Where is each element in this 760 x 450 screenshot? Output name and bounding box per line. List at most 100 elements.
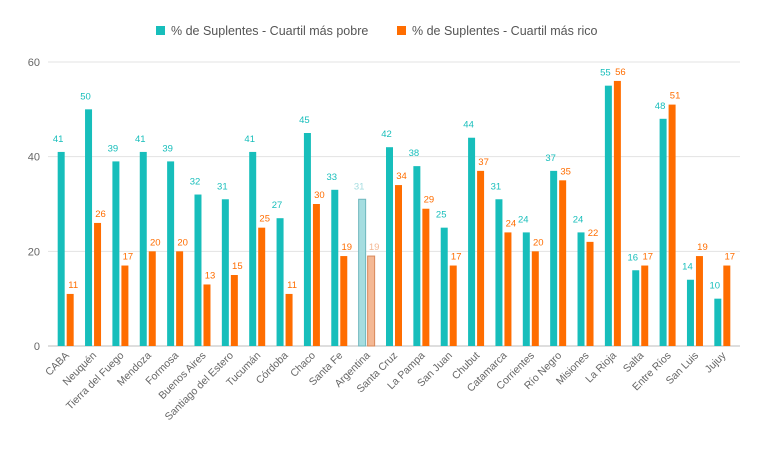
data-label-richest: 22 — [588, 228, 599, 239]
data-label-richest: 34 — [396, 171, 407, 182]
bar-poorest — [714, 298, 722, 346]
data-label-poorest: 55 — [600, 68, 611, 79]
data-label-poorest: 31 — [354, 181, 365, 192]
bar-poorest — [659, 118, 667, 346]
data-label-poorest: 37 — [545, 153, 556, 164]
data-label-richest: 20 — [177, 237, 188, 248]
data-label-poorest: 48 — [655, 101, 666, 112]
data-label-poorest: 44 — [463, 120, 474, 131]
data-label-richest: 19 — [341, 242, 352, 253]
bar-richest — [613, 80, 621, 346]
legend-label-poorest: % de Suplentes - Cuartil más pobre — [171, 24, 368, 38]
data-label-poorest: 24 — [518, 214, 529, 225]
data-label-poorest: 41 — [53, 134, 64, 145]
data-label-richest: 26 — [95, 209, 106, 220]
legend-label-richest: % de Suplentes - Cuartil más rico — [412, 24, 598, 38]
bar-poorest — [331, 189, 339, 346]
data-label-richest: 11 — [68, 280, 78, 291]
data-label-richest: 13 — [205, 270, 216, 281]
bar-richest — [367, 255, 376, 347]
data-label-poorest: 27 — [272, 200, 283, 211]
data-label-poorest: 39 — [162, 143, 173, 154]
x-category-label: Jujuy — [703, 349, 729, 375]
data-label-richest: 35 — [560, 166, 571, 177]
bar-poorest — [686, 279, 694, 346]
bar-poorest — [358, 198, 367, 347]
data-label-richest: 19 — [369, 242, 380, 253]
data-label-richest: 51 — [670, 91, 681, 102]
bar-poorest — [522, 232, 530, 346]
bar-richest — [449, 265, 457, 346]
bar-poorest — [167, 161, 175, 346]
bar-poorest — [632, 270, 640, 346]
bar-poorest — [604, 85, 612, 347]
bar-richest — [504, 232, 512, 346]
x-category-label: La Rioja — [583, 350, 619, 386]
bar-richest — [66, 293, 74, 346]
bar-richest — [258, 227, 266, 346]
bar-richest — [723, 265, 731, 346]
data-label-richest: 17 — [642, 252, 653, 263]
bar-richest — [422, 208, 430, 346]
data-label-poorest: 14 — [682, 262, 693, 273]
data-label-poorest: 10 — [710, 281, 721, 292]
data-label-poorest: 31 — [217, 181, 228, 192]
bar-richest — [531, 251, 539, 346]
data-label-richest: 17 — [123, 252, 134, 263]
bar-richest — [230, 275, 238, 346]
data-label-poorest: 50 — [80, 91, 91, 102]
bar-poorest — [303, 133, 311, 346]
bar-richest — [285, 293, 293, 346]
bar-richest — [477, 170, 485, 346]
bar-poorest — [413, 166, 421, 346]
data-label-poorest: 32 — [190, 177, 201, 188]
data-label-poorest: 16 — [627, 252, 638, 263]
bar-richest — [176, 251, 184, 346]
y-tick-label: 60 — [28, 57, 40, 69]
data-label-poorest: 42 — [381, 129, 392, 140]
bar-richest — [695, 256, 703, 346]
bar-poorest — [276, 218, 284, 346]
data-label-richest: 15 — [232, 261, 243, 272]
data-labels: 4111502639174120392032133115412527114530… — [53, 67, 735, 292]
data-label-richest: 56 — [615, 67, 626, 78]
bar-richest — [340, 256, 348, 346]
data-label-richest: 29 — [424, 195, 435, 206]
bar-poorest — [440, 227, 448, 346]
bar-richest — [148, 251, 156, 346]
bars — [57, 80, 731, 347]
bar-richest — [668, 104, 676, 346]
bar-poorest — [85, 109, 93, 346]
legend-swatch-poorest — [156, 26, 165, 35]
bar-richest — [395, 185, 402, 346]
bar-poorest — [495, 199, 503, 346]
data-label-richest: 17 — [725, 252, 736, 263]
data-label-richest: 19 — [697, 242, 708, 253]
bar-richest — [312, 204, 320, 346]
y-tick-label: 20 — [28, 246, 40, 258]
legend-swatch-richest — [397, 26, 406, 35]
data-label-richest: 11 — [287, 280, 297, 291]
bar-poorest — [386, 147, 393, 346]
bar-poorest — [249, 151, 257, 346]
bar-poorest — [577, 232, 585, 346]
bar-poorest — [57, 151, 65, 346]
data-label-poorest: 31 — [491, 181, 502, 192]
bar-poorest — [468, 137, 476, 346]
data-label-poorest: 24 — [573, 214, 584, 225]
bar-richest — [559, 180, 567, 346]
bar-richest — [94, 222, 102, 346]
data-label-richest: 24 — [506, 218, 517, 229]
bar-poorest — [139, 151, 147, 346]
data-label-poorest: 41 — [244, 134, 255, 145]
bar-poorest — [550, 170, 558, 346]
y-tick-label: 40 — [28, 152, 40, 164]
data-label-richest: 17 — [451, 252, 462, 263]
data-label-poorest: 39 — [108, 143, 119, 154]
bar-poorest — [194, 194, 202, 346]
data-label-poorest: 33 — [326, 172, 337, 183]
y-tick-label: 0 — [34, 341, 40, 353]
legend: % de Suplentes - Cuartil más pobre % de … — [156, 24, 598, 38]
